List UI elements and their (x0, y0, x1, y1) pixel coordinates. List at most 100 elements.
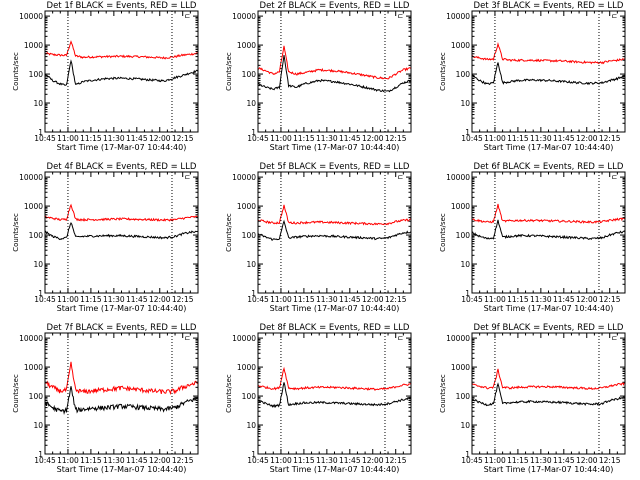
series-line-events (471, 219, 626, 240)
series-line-lld (258, 366, 412, 392)
y-tick-label: 100 (242, 70, 257, 79)
x-tick-label: 11:45 (339, 295, 361, 304)
chart-title: Det 8f BLACK = Events, RED = LLD (260, 323, 410, 333)
tr-mark: ㄷ (184, 12, 191, 21)
x-tick-label: 11:45 (553, 456, 575, 465)
series-line-events (44, 221, 199, 241)
x-tick-label: 11:15 (293, 295, 315, 304)
y-axis-label: Counts/sec (439, 374, 447, 413)
x-tick-label: 12:15 (172, 295, 194, 304)
x-tick-label: 11:45 (126, 134, 148, 143)
y-tick-label: 10 (460, 260, 470, 269)
series-line-lld (44, 203, 199, 222)
tr-mark: ㄷ (397, 173, 404, 182)
series-line-lld (471, 42, 626, 65)
x-tick-label: 11:00 (484, 295, 506, 304)
y-tick-label: 1000 (24, 202, 43, 211)
x-tick-label: 10:45 (34, 295, 56, 304)
y-tick-label: 1000 (451, 41, 470, 50)
y-tick-label: 10 (460, 421, 470, 430)
x-tick-label: 12:00 (362, 134, 384, 143)
x-tick-label: 10:45 (247, 456, 269, 465)
y-axis-label: Counts/sec (225, 213, 233, 252)
x-axis-label: Start Time (17-Mar-07 10:44:40) (484, 143, 614, 152)
x-axis-label: Start Time (17-Mar-07 10:44:40) (484, 304, 614, 313)
series-line-lld (258, 45, 412, 80)
y-tick-label: 1 (38, 289, 43, 298)
chart-title: Det 2f BLACK = Events, RED = LLD (260, 1, 410, 11)
x-tick-label: 12:15 (385, 295, 407, 304)
x-tick-label: 11:15 (293, 456, 315, 465)
y-tick-label: 100 (456, 70, 471, 79)
x-tick-label: 11:00 (270, 134, 292, 143)
x-tick-label: 11:15 (507, 456, 529, 465)
y-tick-label: 100 (29, 231, 44, 240)
x-tick-label: 11:00 (57, 295, 79, 304)
y-tick-label: 1000 (237, 363, 256, 372)
x-tick-label: 12:00 (362, 456, 384, 465)
chart-title: Det 7f BLACK = Events, RED = LLD (47, 323, 197, 333)
y-axis-label: Counts/sec (225, 52, 233, 91)
y-tick-label: 100 (456, 231, 471, 240)
y-tick-label: 1000 (24, 41, 43, 50)
y-tick-label: 1000 (237, 41, 256, 50)
y-axis-label: Counts/sec (12, 374, 20, 413)
y-tick-label: 10 (33, 421, 43, 430)
y-tick-label: 1000 (451, 202, 470, 211)
x-tick-label: 11:30 (316, 134, 338, 143)
x-tick-label: 11:45 (553, 295, 575, 304)
series-line-lld (471, 368, 626, 391)
y-tick-label: 10 (460, 99, 470, 108)
y-tick-label: 10000 (19, 12, 43, 21)
y-tick-label: 1000 (451, 363, 470, 372)
y-tick-label: 1 (465, 128, 470, 137)
series-line-lld (471, 203, 626, 224)
series-line-events (44, 59, 199, 86)
x-tick-label: 11:00 (270, 295, 292, 304)
y-tick-label: 1000 (24, 363, 43, 372)
tr-mark: ㄷ (611, 12, 618, 21)
x-tick-label: 12:15 (599, 134, 621, 143)
x-axis-label: Start Time (17-Mar-07 10:44:40) (270, 304, 400, 313)
y-tick-label: 1 (38, 128, 43, 137)
x-tick-label: 11:15 (507, 134, 529, 143)
x-tick-label: 12:15 (599, 456, 621, 465)
x-tick-label: 11:45 (126, 295, 148, 304)
tr-mark: ㄷ (611, 334, 618, 343)
chart-title: Det 3f BLACK = Events, RED = LLD (474, 1, 624, 11)
chart-title: Det 4f BLACK = Events, RED = LLD (47, 162, 197, 172)
y-tick-label: 100 (242, 392, 257, 401)
y-tick-label: 1000 (237, 202, 256, 211)
x-tick-label: 11:45 (553, 134, 575, 143)
x-tick-label: 10:45 (461, 456, 483, 465)
y-axis-label: Counts/sec (12, 52, 20, 91)
x-tick-label: 11:30 (316, 456, 338, 465)
y-tick-label: 10000 (232, 334, 256, 343)
y-axis-label: Counts/sec (225, 374, 233, 413)
x-axis-label: Start Time (17-Mar-07 10:44:40) (57, 465, 187, 474)
y-tick-label: 10000 (446, 334, 470, 343)
x-tick-label: 11:00 (57, 134, 79, 143)
chart-title: Det 9f BLACK = Events, RED = LLD (474, 323, 624, 333)
y-tick-label: 10000 (19, 173, 43, 182)
x-tick-label: 10:45 (461, 295, 483, 304)
x-tick-label: 12:00 (576, 134, 598, 143)
y-tick-label: 1 (251, 289, 256, 298)
y-tick-label: 1 (465, 450, 470, 459)
x-tick-label: 10:45 (34, 456, 56, 465)
x-tick-label: 12:15 (385, 134, 407, 143)
y-tick-label: 1 (465, 289, 470, 298)
x-tick-label: 11:30 (103, 134, 125, 143)
x-tick-label: 12:00 (149, 456, 171, 465)
x-axis-label: Start Time (17-Mar-07 10:44:40) (270, 143, 400, 152)
y-tick-label: 100 (29, 70, 44, 79)
x-axis-label: Start Time (17-Mar-07 10:44:40) (57, 304, 187, 313)
y-axis-label: Counts/sec (439, 213, 447, 252)
series-line-events (471, 62, 626, 86)
